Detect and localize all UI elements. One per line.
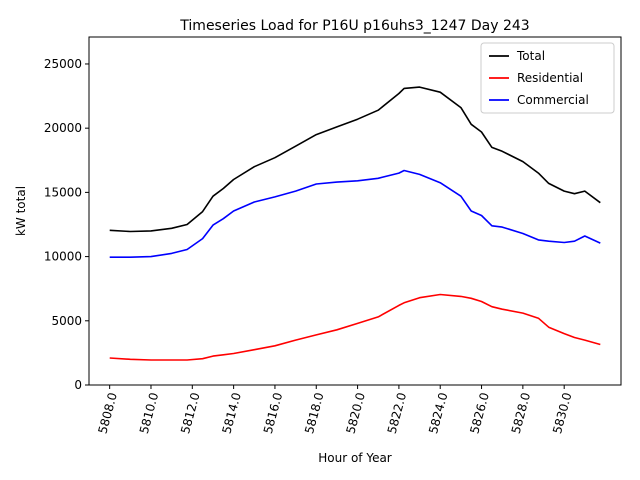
x-tick-label: 5824.0 <box>426 391 450 435</box>
y-tick-label: 15000 <box>44 185 82 199</box>
y-axis-label: kW total <box>14 186 28 236</box>
series-layer <box>109 86 601 361</box>
chart-title: Timeseries Load for P16U p16uhs3_1247 Da… <box>179 18 529 34</box>
x-axis: 5808.0 5810.0 5812.0 5814.0 5816.0 5818.0 5820… <box>96 385 574 435</box>
legend-label-commercial: Commercial <box>517 93 589 107</box>
y-tick-label: 0 <box>74 378 82 392</box>
x-tick-label: 5826.0 <box>467 391 491 435</box>
x-tick-label: 5820.0 <box>343 391 367 435</box>
x-tick-label: 5822.0 <box>385 391 409 435</box>
series-line-total <box>109 86 601 233</box>
y-tick-label: 25000 <box>44 57 82 71</box>
y-tick-label: 20000 <box>44 121 82 135</box>
x-tick-label: 5818.0 <box>302 391 326 435</box>
legend: Total Residential Commercial <box>480 42 615 114</box>
x-tick-label: 5814.0 <box>220 391 244 435</box>
x-tick-label: 5810.0 <box>137 391 161 435</box>
legend-box <box>480 42 615 114</box>
series-line-residential <box>109 293 601 361</box>
x-tick-label: 5808.0 <box>96 391 120 435</box>
legend-label-total: Total <box>516 49 545 63</box>
series-line-commercial <box>109 169 601 259</box>
x-tick-label: 5830.0 <box>550 391 574 435</box>
legend-label-residential: Residential <box>517 71 583 85</box>
y-axis: 0 5000 10000 15000 20000 25000 <box>44 57 89 392</box>
x-tick-label: 5816.0 <box>261 391 285 435</box>
x-axis-label: Hour of Year <box>318 451 392 465</box>
y-tick-label: 5000 <box>51 314 82 328</box>
plot-frame <box>88 36 622 386</box>
x-tick-label: 5812.0 <box>178 391 202 435</box>
y-tick-label: 10000 <box>44 250 82 264</box>
x-tick-label: 5828.0 <box>509 391 533 435</box>
